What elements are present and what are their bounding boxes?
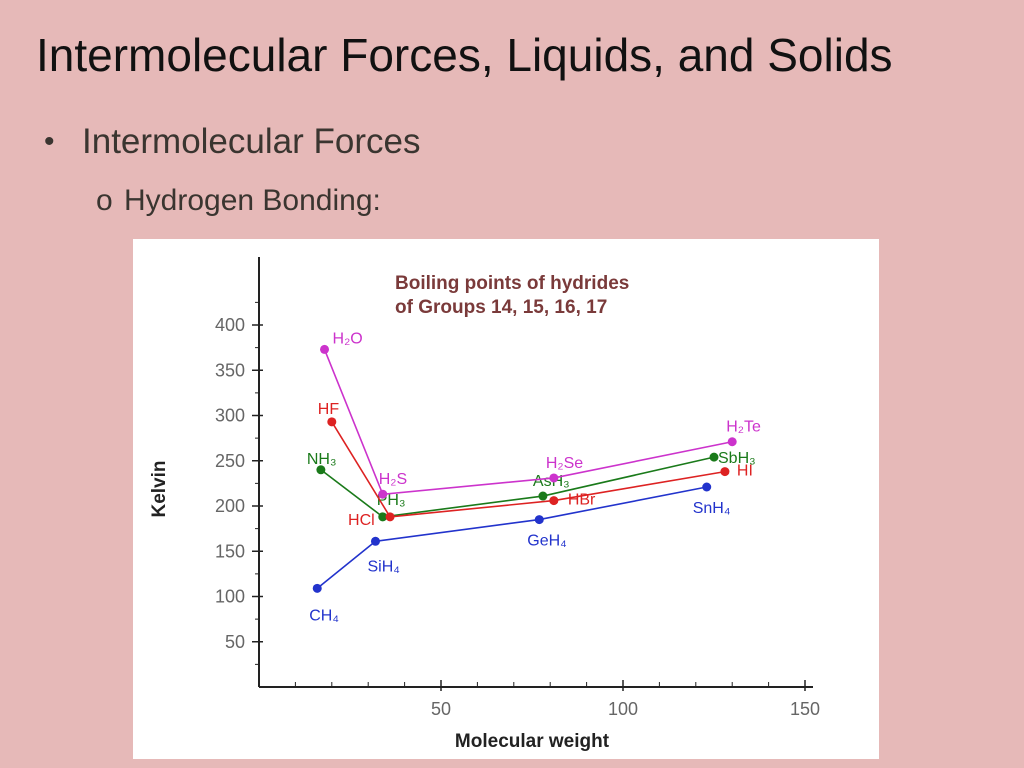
bullet-2-text: Hydrogen Bonding: <box>124 184 381 217</box>
point-label: SbH₃ <box>718 450 756 467</box>
point-label: H₂Te <box>726 419 761 436</box>
point-label: HBr <box>568 492 596 509</box>
x-tick-label: 50 <box>431 699 451 719</box>
x-tick-label: 100 <box>608 699 638 719</box>
point-label: HI <box>737 463 753 480</box>
y-tick-label: 350 <box>215 360 245 380</box>
data-point <box>549 473 559 483</box>
point-label: NH₃ <box>307 451 337 468</box>
data-point <box>370 536 380 546</box>
data-point <box>538 491 548 501</box>
data-point <box>312 583 322 593</box>
y-tick-label: 200 <box>215 496 245 516</box>
y-tick-label: 100 <box>215 587 245 607</box>
point-label: HF <box>318 401 340 418</box>
point-label: GeH₄ <box>527 533 566 550</box>
point-label: SiH₄ <box>367 558 399 575</box>
slide-title: Intermolecular Forces, Liquids, and Soli… <box>36 29 893 81</box>
data-point <box>549 496 559 506</box>
data-point <box>316 465 326 475</box>
point-label: CH₄ <box>309 607 339 624</box>
point-label: SnH₄ <box>693 500 731 517</box>
bullet-ring-icon: o <box>96 184 113 217</box>
y-tick-label: 400 <box>215 315 245 335</box>
data-point <box>534 515 544 525</box>
bullet-dot-icon: • <box>44 125 55 158</box>
data-point <box>727 437 737 447</box>
y-tick-label: 150 <box>215 541 245 561</box>
bullet-1-text: Intermolecular Forces <box>82 122 421 161</box>
y-tick-label: 250 <box>215 451 245 471</box>
data-point <box>385 512 395 522</box>
data-point <box>720 467 730 477</box>
data-point <box>378 512 388 522</box>
point-label: H₂Se <box>546 455 583 472</box>
y-tick-label: 50 <box>225 632 245 652</box>
series-line <box>323 349 733 496</box>
data-point <box>702 482 712 492</box>
data-point <box>327 417 337 427</box>
y-tick-label: 300 <box>215 406 245 426</box>
data-point <box>320 344 330 354</box>
chart-title-line: of Groups 14, 15, 16, 17 <box>395 297 607 318</box>
point-label: H₂O <box>333 330 363 347</box>
point-label: HCl <box>348 512 375 529</box>
point-label: H₂S <box>379 471 407 488</box>
chart-title-line: Boiling points of hydrides <box>395 273 629 294</box>
y-axis-title: Kelvin <box>149 460 170 517</box>
x-tick-label: 150 <box>790 699 820 719</box>
data-point <box>709 452 719 462</box>
bullet-hydrogen-bonding: o Hydrogen Bonding: <box>96 184 381 218</box>
chart-container: 50 100 150 200 250 300 350 400 50 100 150 Molecular… <box>133 239 879 759</box>
boiling-points-chart: 50 100 150 200 250 300 350 400 50 100 150 Molecular… <box>149 257 820 752</box>
bullet-intermolecular-forces: • Intermolecular Forces <box>44 122 420 162</box>
series-line <box>320 456 715 518</box>
series-line <box>331 421 726 518</box>
series-line <box>316 486 707 589</box>
x-axis-title: Molecular weight <box>455 731 610 752</box>
data-point <box>378 489 388 499</box>
